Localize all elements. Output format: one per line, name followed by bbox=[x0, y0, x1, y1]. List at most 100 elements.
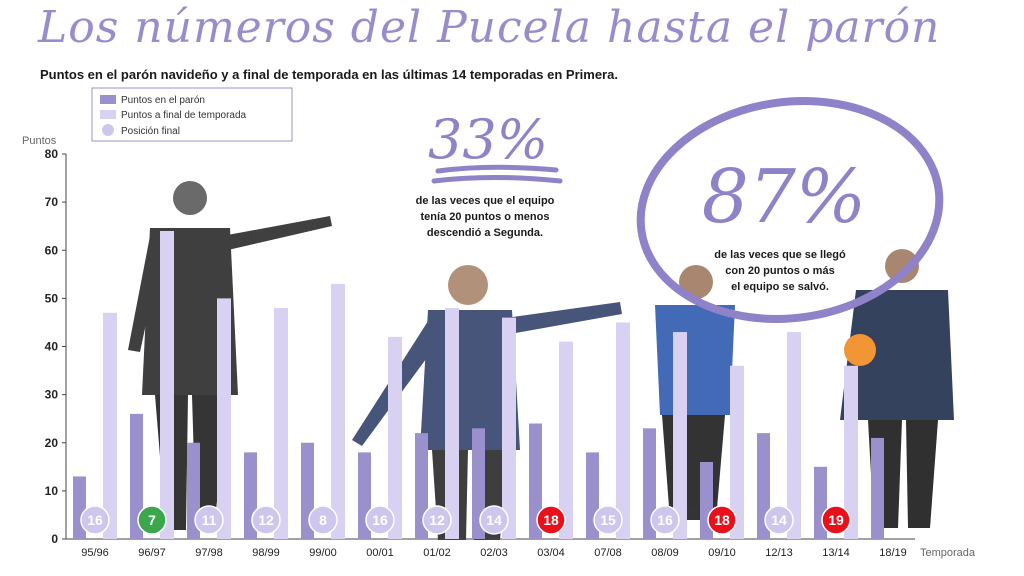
bar-paron bbox=[871, 437, 884, 539]
coach-photo-4 bbox=[840, 249, 954, 528]
bar-final bbox=[616, 322, 630, 539]
stat-33-underline bbox=[431, 164, 563, 184]
stat-33-line3: descendió a Segunda. bbox=[427, 227, 543, 239]
position-marker bbox=[479, 505, 509, 535]
position-label: 16 bbox=[87, 512, 103, 528]
y-tick-label: 30 bbox=[45, 388, 59, 402]
infographic-subtitle: Puntos en el parón navideño y a final de… bbox=[40, 67, 618, 82]
y-tick-label: 0 bbox=[51, 532, 58, 546]
y-axis-label: Puntos bbox=[22, 135, 57, 147]
bar-final bbox=[844, 365, 858, 539]
position-marker bbox=[593, 505, 623, 535]
x-axis-label: Temporada bbox=[920, 547, 976, 559]
bar-final bbox=[787, 332, 801, 539]
infographic-title: Los números del Pucela hasta el parón bbox=[38, 2, 941, 53]
legend-swatch-final bbox=[100, 110, 116, 119]
bar-final bbox=[673, 332, 687, 539]
bar-paron bbox=[130, 413, 143, 539]
bar-paron bbox=[643, 428, 656, 539]
position-marker bbox=[707, 505, 737, 535]
x-tick-label: 99/00 bbox=[309, 547, 337, 559]
y-tick-label: 20 bbox=[45, 436, 59, 450]
bar-final bbox=[502, 317, 516, 539]
legend-label-paron: Puntos en el parón bbox=[121, 95, 205, 106]
x-tick-label: 18/19 bbox=[879, 547, 907, 559]
y-tick-label: 80 bbox=[45, 147, 59, 161]
position-label: 15 bbox=[600, 512, 616, 528]
position-label: 12 bbox=[429, 512, 445, 528]
legend-swatch-position bbox=[102, 124, 114, 136]
x-tick-label: 01/02 bbox=[423, 547, 451, 559]
position-marker bbox=[365, 505, 395, 535]
x-tick-label: 08/09 bbox=[651, 547, 679, 559]
position-marker bbox=[308, 505, 338, 535]
stat-87-circle bbox=[636, 97, 944, 323]
position-label: 8 bbox=[319, 512, 327, 528]
bar-final bbox=[388, 336, 402, 539]
x-tick-label: 96/97 bbox=[138, 547, 166, 559]
stat-33-line2: tenía 20 puntos o menos bbox=[421, 211, 550, 223]
bar-final bbox=[730, 365, 744, 539]
bar-final bbox=[559, 341, 573, 539]
position-label: 14 bbox=[486, 512, 502, 528]
x-tick-label: 00/01 bbox=[366, 547, 394, 559]
x-axis-ticks: 95/96 96/97 97/98 98/99 99/00 00/01 01/02 02/03… bbox=[81, 547, 907, 559]
position-label: 19 bbox=[828, 512, 844, 528]
bar-paron bbox=[472, 428, 485, 539]
stat-33: 33% de las veces que el equipo tenía 20 … bbox=[416, 108, 563, 239]
legend-box bbox=[91, 87, 293, 142]
x-tick-label: 02/03 bbox=[480, 547, 508, 559]
x-tick-label: 98/99 bbox=[252, 547, 280, 559]
legend-swatch-paron bbox=[100, 95, 116, 104]
x-tick-label: 13/14 bbox=[822, 547, 850, 559]
x-tick-label: 03/04 bbox=[537, 547, 565, 559]
bar-final bbox=[160, 231, 174, 539]
legend-label-position: Posición final bbox=[121, 126, 180, 137]
position-marker bbox=[80, 505, 110, 535]
position-label: 18 bbox=[543, 512, 559, 528]
bar-final bbox=[445, 308, 459, 539]
stat-33-value: 33% bbox=[428, 108, 548, 171]
x-tick-label: 97/98 bbox=[195, 547, 223, 559]
x-tick-label: 07/08 bbox=[594, 547, 622, 559]
stat-87: 87% de las veces que se llegó con 20 pun… bbox=[636, 97, 944, 323]
y-axis-ticks: 0 10 20 30 40 50 60 70 80 bbox=[45, 147, 66, 546]
x-tick-label: 95/96 bbox=[81, 547, 109, 559]
stat-87-value: 87% bbox=[702, 154, 866, 240]
position-marker bbox=[764, 505, 794, 535]
stat-33-line1: de las veces que el equipo bbox=[416, 195, 555, 207]
y-tick-label: 10 bbox=[45, 484, 59, 498]
y-tick-label: 50 bbox=[45, 291, 59, 305]
position-marker bbox=[821, 505, 851, 535]
position-label: 18 bbox=[714, 512, 730, 528]
position-marker bbox=[650, 505, 680, 535]
position-label: 14 bbox=[771, 512, 787, 528]
bar-final bbox=[274, 308, 288, 539]
position-label: 11 bbox=[202, 512, 217, 528]
x-tick-label: 09/10 bbox=[708, 547, 736, 559]
position-marker bbox=[137, 505, 167, 535]
position-marker bbox=[194, 505, 224, 535]
legend: Puntos en el parón Puntos a final de tem… bbox=[91, 87, 293, 142]
bar-final bbox=[331, 283, 345, 539]
legend-label-final: Puntos a final de temporada bbox=[121, 110, 247, 121]
position-label: 16 bbox=[372, 512, 388, 528]
position-label: 16 bbox=[657, 512, 673, 528]
position-label: 12 bbox=[258, 512, 274, 528]
bar-paron bbox=[529, 423, 542, 539]
position-marker bbox=[422, 505, 452, 535]
position-marker bbox=[251, 505, 281, 535]
stat-87-line1: de las veces que se llegó bbox=[714, 249, 846, 261]
position-label: 7 bbox=[148, 512, 156, 528]
stat-87-line3: el equipo se salvó. bbox=[731, 281, 829, 293]
stat-87-line2: con 20 puntos o más bbox=[725, 265, 834, 277]
y-tick-label: 40 bbox=[45, 340, 59, 354]
bar-final bbox=[103, 312, 117, 539]
position-marker bbox=[536, 505, 566, 535]
y-tick-label: 70 bbox=[45, 195, 59, 209]
position-markers: 16 7 11 12 8 16 12 14 18 15 16 18 14 19 bbox=[80, 505, 851, 535]
bar-final bbox=[217, 298, 231, 539]
x-tick-label: 12/13 bbox=[765, 547, 793, 559]
y-tick-label: 60 bbox=[45, 243, 59, 257]
